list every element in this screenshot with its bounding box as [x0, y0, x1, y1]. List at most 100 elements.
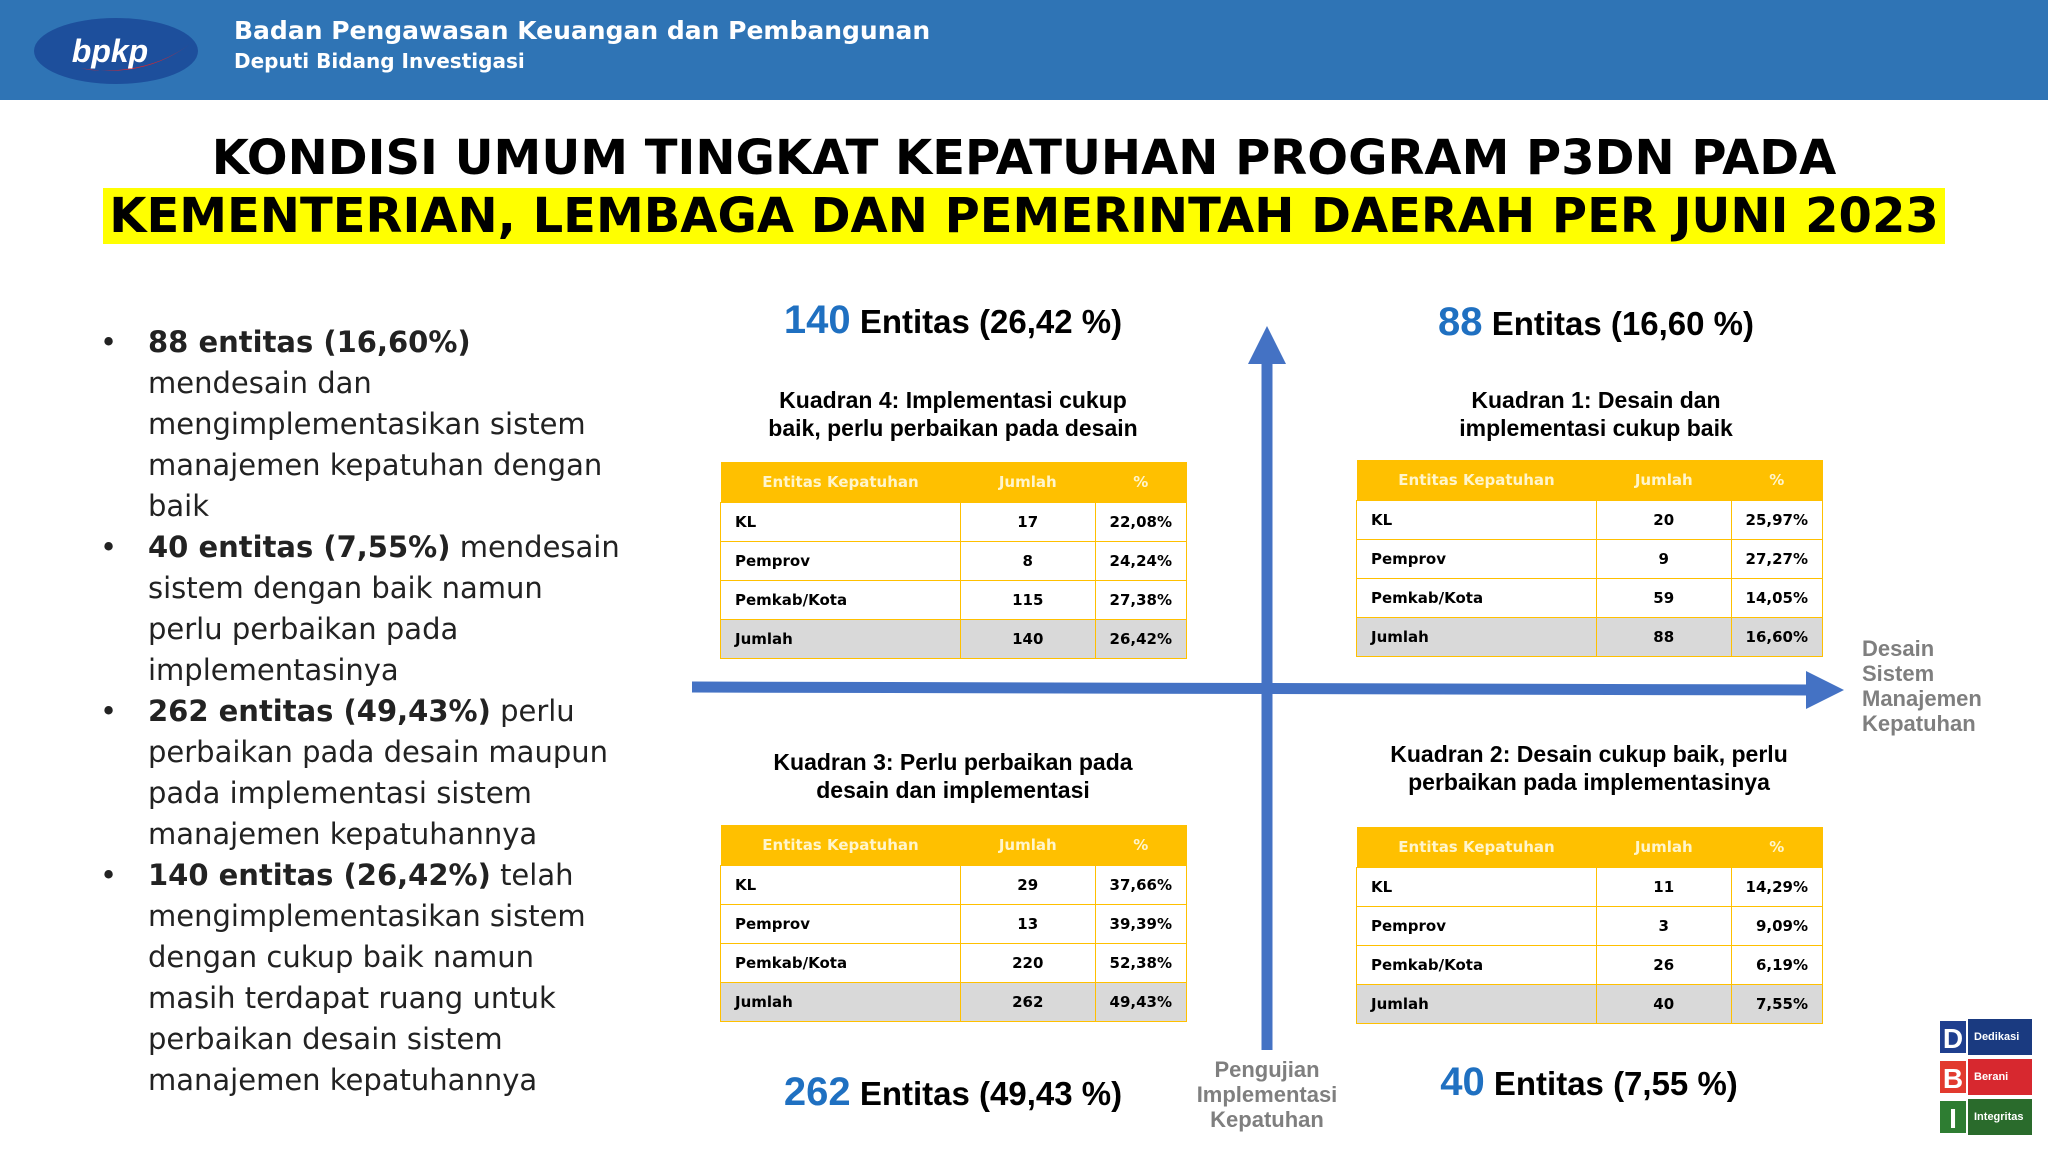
- table-cell: 39,39%: [1094, 904, 1187, 944]
- table-cell: Pemprov: [1356, 906, 1597, 946]
- bullet-bold: 40 entitas (7,55%): [148, 530, 451, 564]
- table-cell: Pemprov: [1356, 539, 1597, 579]
- table-row: KL 29 37,66%: [720, 865, 1187, 905]
- table-cell: 25,97%: [1730, 500, 1823, 540]
- table-cell: 14,05%: [1730, 578, 1823, 618]
- logo: bpkp: [34, 18, 198, 84]
- quadrant-headline: 140 Entitas (26,42 %): [653, 298, 1253, 343]
- table-row: KL 11 14,29%: [1356, 867, 1823, 907]
- header-cell: Entitas Kepatuhan: [720, 825, 961, 866]
- bullet-bold: 140 entitas (26,42%): [148, 858, 491, 892]
- badge-word: Integritas: [1968, 1099, 2032, 1135]
- table-cell: Jumlah: [1356, 617, 1597, 657]
- table-cell: 8: [959, 541, 1096, 581]
- table-cell: 20: [1595, 500, 1732, 540]
- bullet-bold: 88 entitas (16,60%): [148, 325, 471, 359]
- header-cell: %: [1731, 460, 1823, 501]
- header-cell: Entitas Kepatuhan: [720, 462, 961, 503]
- table-row: Jumlah 140 26,42%: [720, 619, 1187, 659]
- division-name: Deputi Bidang Investigasi: [234, 49, 525, 73]
- bullet-item: 262 entitas (49,43%) perlu perbaikan pad…: [100, 691, 620, 855]
- header-bar: [0, 0, 2048, 100]
- entity-count: 40: [1440, 1060, 1485, 1104]
- title-text: KEMENTERIAN, LEMBAGA DAN PEMERINTAH DAER…: [103, 188, 1945, 244]
- quadrant-title: Kuadran 1: Desain dan implementasi cukup …: [1296, 386, 1896, 442]
- entity-count: 262: [783, 1070, 851, 1114]
- table-cell: 29: [959, 865, 1096, 905]
- table-cell: 7,55%: [1730, 984, 1823, 1024]
- x-axis-label: Desain Sistem Manajemen Kepatuhan: [1862, 636, 1982, 736]
- table-cell: 11: [1595, 867, 1732, 907]
- table-cell: KL: [1356, 500, 1597, 540]
- table-row: KL 17 22,08%: [720, 502, 1187, 542]
- quadrant-title-line: perbaikan pada implementasinya: [1408, 769, 1770, 795]
- bullet-text: mendesain dan mengimplementasikan sistem…: [148, 366, 603, 523]
- badge-word: Dedikasi: [1968, 1019, 2032, 1055]
- table-header: Entitas Kepatuhan Jumlah%: [1356, 827, 1823, 868]
- quadrant-headline: 262 Entitas (49,43 %): [653, 1070, 1253, 1115]
- table-cell: Jumlah: [720, 982, 961, 1022]
- table-cell: 220: [959, 943, 1096, 983]
- table-cell: Jumlah: [1356, 984, 1597, 1024]
- quadrant-title: Kuadran 2: Desain cukup baik, perlu perba…: [1289, 740, 1889, 796]
- table-cell: 40: [1595, 984, 1732, 1024]
- table-header: Entitas Kepatuhan Jumlah%: [720, 825, 1187, 866]
- table-cell: 26: [1595, 945, 1732, 985]
- table-cell: 37,66%: [1094, 865, 1187, 905]
- table-cell: 115: [959, 580, 1096, 620]
- table-cell: 14,29%: [1730, 867, 1823, 907]
- quadrant-title-line: desain dan implementasi: [816, 777, 1090, 803]
- quadrant-title-line: baik, perlu perbaikan pada desain: [768, 415, 1138, 441]
- entity-label: Entitas (49,43 %): [859, 1075, 1123, 1112]
- table-cell: 262: [959, 982, 1096, 1022]
- header-cell: %: [1095, 825, 1187, 866]
- quadrant-title: Kuadran 3: Perlu perbaikan pada desain da…: [653, 748, 1253, 804]
- header-cell: %: [1095, 462, 1187, 503]
- bullet-bold: 262 entitas (49,43%): [148, 694, 491, 728]
- bullet-text: telah mengimplementasikan sistem dengan …: [148, 858, 586, 1097]
- table-row: Pemkab/Kota 59 14,05%: [1356, 578, 1823, 618]
- table-row: Pemprov 3 9,09%: [1356, 906, 1823, 946]
- table-cell: 22,08%: [1094, 502, 1187, 542]
- logo-text: bpkp: [72, 33, 148, 69]
- table-cell: 27,38%: [1094, 580, 1187, 620]
- entity-label: Entitas (16,60 %): [1491, 305, 1754, 342]
- org-name: Badan Pengawasan Keuangan dan Pembanguna…: [234, 16, 931, 45]
- badge-word: Berani: [1968, 1059, 2032, 1095]
- table-cell: Pemprov: [720, 904, 961, 944]
- quadrant-table: Entitas Kepatuhan Jumlah% KL 11 14,29% Pempro…: [1356, 827, 1823, 1024]
- table-header: Entitas Kepatuhan Jumlah%: [720, 462, 1187, 503]
- header-cell: Jumlah: [960, 462, 1095, 503]
- table-cell: 13: [959, 904, 1096, 944]
- table-cell: Pemkab/Kota: [1356, 945, 1597, 985]
- badge: B Berani: [1938, 1059, 2032, 1095]
- table-cell: Pemkab/Kota: [1356, 578, 1597, 618]
- badge: I Integritas: [1938, 1099, 2032, 1135]
- table-cell: 9: [1595, 539, 1732, 579]
- entity-label: Entitas (26,42 %): [859, 303, 1123, 340]
- quadrant-headline: 88 Entitas (16,60 %): [1296, 300, 1896, 345]
- quadrant-axes: [691, 326, 1844, 1050]
- table-cell: Pemkab/Kota: [720, 943, 961, 983]
- entity-label: Entitas (7,55 %): [1493, 1065, 1738, 1102]
- y-axis-label: Pengujian Implementasi Kepatuhan: [1196, 1057, 1338, 1132]
- table-cell: 16,60%: [1730, 617, 1823, 657]
- table-cell: 9,09%: [1730, 906, 1823, 946]
- table-cell: 49,43%: [1094, 982, 1187, 1022]
- quadrant-title-line: implementasi cukup baik: [1459, 415, 1733, 441]
- table-cell: 24,24%: [1094, 541, 1187, 581]
- header-cell: Entitas Kepatuhan: [1356, 827, 1597, 868]
- badge-letter: D: [1938, 1019, 1968, 1055]
- table-cell: 27,27%: [1730, 539, 1823, 579]
- quadrant-title-line: Kuadran 3: Perlu perbaikan pada: [773, 749, 1133, 775]
- table-cell: 52,38%: [1094, 943, 1187, 983]
- table-cell: 88: [1595, 617, 1732, 657]
- table-row: Pemkab/Kota 115 27,38%: [720, 580, 1187, 620]
- table-row: Jumlah 40 7,55%: [1356, 984, 1823, 1024]
- table-row: Pemkab/Kota 26 6,19%: [1356, 945, 1823, 985]
- quadrant-title-line: Kuadran 2: Desain cukup baik, perlu: [1390, 741, 1788, 767]
- header-cell: Jumlah: [1596, 460, 1731, 501]
- table-cell: Pemprov: [720, 541, 961, 581]
- header-cell: Jumlah: [960, 825, 1095, 866]
